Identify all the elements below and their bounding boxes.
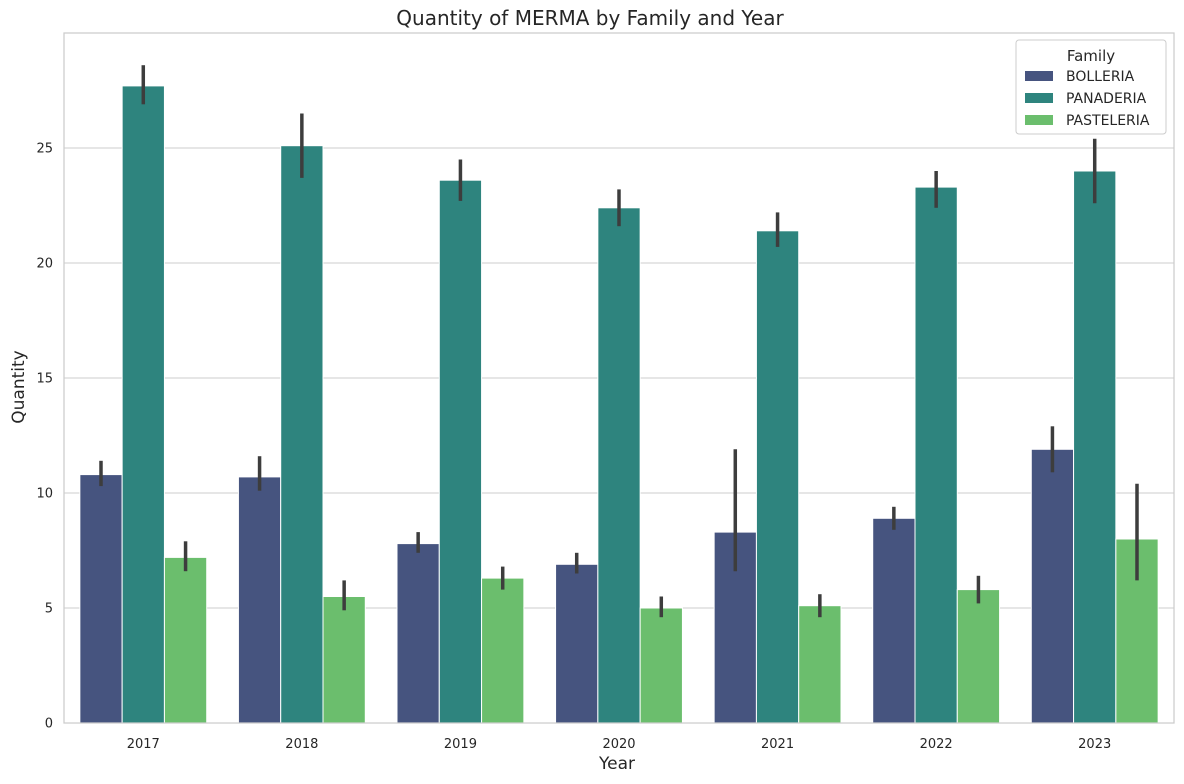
bar-panaderia-2019 — [438, 179, 483, 724]
legend: Family BOLLERIA PANADERIA PASTELERIA — [1015, 39, 1167, 135]
bars — [79, 85, 1159, 724]
bar-bolleria-2018 — [237, 476, 282, 724]
bar-bolleria-2023 — [1030, 448, 1075, 724]
bar-panaderia-2022 — [914, 186, 958, 724]
bar-pasteleria-2019 — [481, 577, 525, 724]
legend-label-pasteleria: PASTELERIA — [1066, 113, 1150, 129]
legend-swatch-panaderia — [1025, 93, 1053, 103]
legend-swatch-bolleria — [1025, 71, 1053, 81]
bar-pasteleria-2018 — [322, 596, 366, 724]
y-tick-label: 10 — [36, 487, 53, 502]
chart-title: Quantity of MERMA by Family and Year — [396, 6, 784, 30]
plot-frame — [63, 32, 1175, 724]
x-tick-label: 2022 — [920, 737, 953, 752]
y-tick-label: 25 — [36, 142, 53, 157]
bar-pasteleria-2022 — [956, 589, 1001, 724]
y-axis-title: Quantity — [9, 350, 29, 423]
bar-bolleria-2019 — [396, 543, 440, 724]
x-axis-title: Year — [598, 754, 635, 774]
x-tick-label: 2018 — [285, 737, 318, 752]
legend-label-bolleria: BOLLERIA — [1066, 69, 1135, 85]
bar-panaderia-2020 — [597, 207, 641, 724]
legend-swatch-pasteleria — [1025, 115, 1053, 125]
legend-title: Family — [1067, 47, 1115, 65]
x-tick-label: 2019 — [444, 737, 477, 752]
legend-box — [1015, 39, 1167, 135]
y-tick-label: 0 — [45, 717, 53, 732]
bar-bolleria-2021 — [713, 531, 757, 724]
bar-pasteleria-2021 — [798, 605, 842, 724]
y-tick-label: 15 — [36, 372, 53, 387]
bar-panaderia-2017 — [121, 85, 165, 724]
bar-pasteleria-2017 — [163, 556, 208, 724]
bar-panaderia-2023 — [1073, 170, 1117, 724]
y-tick-labels: 0 5 10 15 20 25 — [36, 142, 53, 732]
bar-bolleria-2020 — [555, 563, 599, 724]
x-tick-label: 2023 — [1078, 737, 1111, 752]
legend-label-panaderia: PANADERIA — [1066, 91, 1147, 107]
x-tick-label: 2020 — [602, 737, 635, 752]
bar-panaderia-2018 — [280, 145, 324, 724]
x-tick-label: 2017 — [127, 737, 160, 752]
bar-bolleria-2017 — [79, 474, 123, 724]
error-bars — [99, 65, 1139, 618]
bar-panaderia-2021 — [755, 230, 800, 724]
y-tick-label: 20 — [36, 257, 53, 272]
bar-bolleria-2022 — [872, 517, 916, 724]
y-tick-label: 5 — [45, 602, 53, 617]
x-tick-labels: 2017 2018 2019 2020 2021 2022 2023 — [127, 737, 1112, 752]
x-tick-label: 2021 — [761, 737, 794, 752]
bar-pasteleria-2020 — [639, 607, 683, 724]
